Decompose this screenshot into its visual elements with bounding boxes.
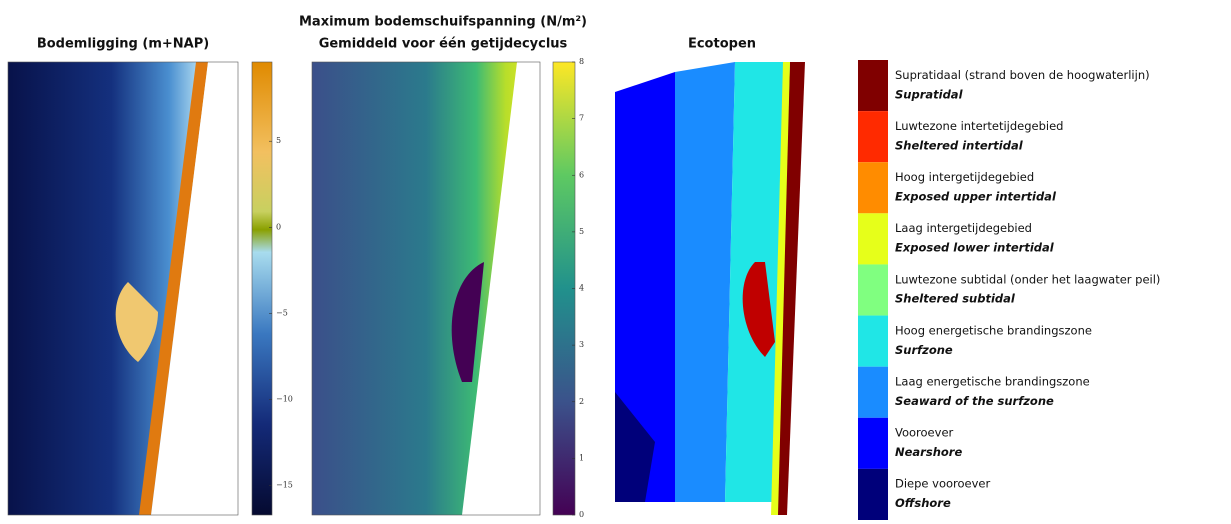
legend-swatch bbox=[858, 162, 888, 213]
legend-label-en: Exposed upper intertidal bbox=[895, 189, 1057, 203]
legend-swatch bbox=[858, 213, 888, 264]
colorbar-tick-label: 2 bbox=[579, 397, 584, 406]
legend-swatch bbox=[858, 316, 888, 367]
colorbar-tick-label: 5 bbox=[579, 227, 584, 236]
legend-label-en: Exposed lower intertidal bbox=[895, 241, 1055, 255]
legend-label-en: Supratidal bbox=[895, 87, 964, 101]
legend-swatch bbox=[858, 469, 888, 520]
legend-label: Laag intergetijdegebied bbox=[895, 221, 1032, 235]
panel-title: Ecotopen bbox=[688, 37, 756, 52]
colorbar-tick-label: −15 bbox=[276, 481, 293, 490]
colorbar-tick-label: 4 bbox=[579, 284, 584, 293]
panel-title: Maximum bodemschuifspanning (N/m²) bbox=[299, 15, 587, 30]
legend-label-en: Surfzone bbox=[895, 343, 953, 357]
legend-swatch bbox=[858, 111, 888, 162]
colorbar-tick-label: 1 bbox=[579, 453, 584, 462]
legend-label: Diepe vooroever bbox=[895, 477, 991, 491]
legend-label: Hoog energetische brandingszone bbox=[895, 323, 1092, 337]
ecotope-map bbox=[615, 62, 805, 515]
colorbar-tick-label: −5 bbox=[276, 308, 288, 317]
figure: Bodemligging (m+NAP) Maximum bodemschuifs… bbox=[0, 0, 1231, 520]
panel-title: Bodemligging (m+NAP) bbox=[37, 37, 209, 52]
shear-stress-map bbox=[312, 62, 540, 515]
colorbar-tick-label: 0 bbox=[276, 222, 281, 231]
legend-swatch bbox=[858, 264, 888, 315]
colorbar-tick-label: 7 bbox=[579, 114, 584, 123]
bathymetry-map bbox=[8, 62, 238, 515]
colorbar bbox=[553, 62, 575, 515]
legend-label: Luwtezone subtidal (onder het laagwater … bbox=[895, 272, 1160, 286]
colorbar-tick-label: 6 bbox=[579, 170, 584, 179]
legend-label: Vooroever bbox=[895, 426, 954, 440]
legend-label-en: Nearshore bbox=[895, 445, 962, 459]
colorbar-tick-label: 8 bbox=[579, 57, 584, 66]
panel-title: Gemiddeld voor één getijdecyclus bbox=[319, 37, 568, 52]
legend-swatch bbox=[858, 367, 888, 418]
colorbar bbox=[252, 62, 272, 515]
legend-swatch bbox=[858, 60, 888, 111]
legend-label: Supratidaal (strand boven de hoogwaterli… bbox=[895, 68, 1150, 82]
colorbar-tick-label: 0 bbox=[579, 510, 584, 519]
legend-label: Hoog intergetijdegebied bbox=[895, 170, 1034, 184]
legend-label-en: Seaward of the surfzone bbox=[895, 394, 1054, 408]
legend-label-en: Sheltered subtidal bbox=[895, 292, 1016, 306]
colorbar-tick-label: 5 bbox=[276, 136, 281, 145]
legend-label-en: Sheltered intertidal bbox=[895, 138, 1024, 152]
legend-label: Luwtezone intertetijdegebied bbox=[895, 119, 1063, 133]
legend-label: Laag energetische brandingszone bbox=[895, 375, 1090, 389]
legend-swatch bbox=[858, 418, 888, 469]
colorbar-tick-label: −10 bbox=[276, 395, 293, 404]
colorbar-tick-label: 3 bbox=[579, 340, 584, 349]
legend-label-en: Offshore bbox=[895, 496, 951, 510]
